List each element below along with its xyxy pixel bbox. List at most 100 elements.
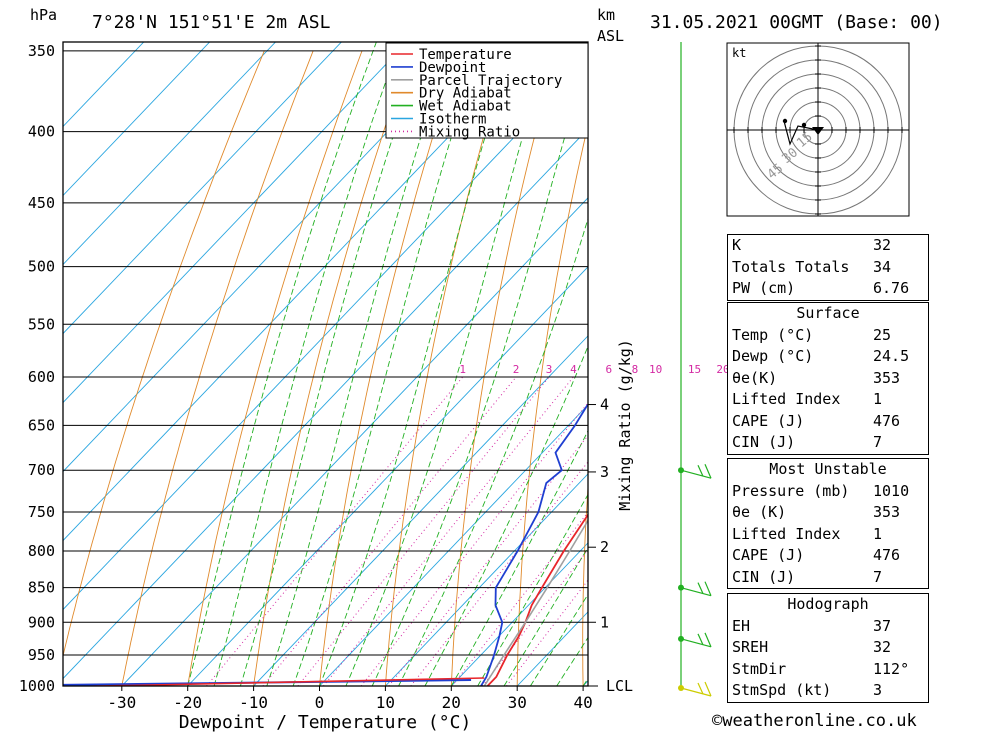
row-value: 3 [873, 681, 883, 699]
mixing-ratio-line [451, 511, 588, 686]
km-tick-label: 2 [600, 538, 609, 556]
x-axis-label: Dewpoint / Temperature (°C) [179, 712, 472, 733]
row-value: 1 [873, 390, 883, 408]
isotherm-line [319, 404, 588, 686]
dry-adiabat-line [582, 480, 588, 686]
table-row: K 32 [728, 235, 928, 257]
legend-label: Mixing Ratio [419, 124, 520, 140]
row-label: Temp (°C) [732, 325, 814, 344]
x-tick-label: -10 [239, 693, 268, 712]
dry-adiabat-line [121, 50, 314, 686]
wet-adiabat-line [371, 51, 588, 686]
row-value: 34 [873, 257, 892, 276]
dry-adiabat-line [450, 50, 558, 686]
row-label: θe(K) [732, 368, 778, 387]
series-line-dewpoint [480, 403, 588, 686]
mixing-ratio-line [360, 402, 588, 686]
storm-motion-marker [812, 127, 824, 135]
legend-label: Dewpoint [419, 60, 486, 76]
wind-barb-shaft [680, 587, 712, 597]
isotherm-line [63, 42, 408, 404]
table-row: PW (cm) 6.76 [728, 278, 928, 300]
mixing-ratio-label: 4 [570, 363, 577, 376]
row-label: CIN (J) [732, 567, 796, 586]
row-value: 1 [873, 524, 883, 543]
dry-adiabat-line [187, 50, 363, 686]
wet-adiabat-line [477, 493, 588, 686]
wet-adiabat-line [345, 42, 551, 686]
hodograph-point [782, 118, 788, 124]
x-tick-label: 10 [376, 693, 395, 712]
pressure-tick-label: 600 [28, 368, 55, 386]
isotherm-line [63, 42, 277, 266]
x-tick-label: -20 [173, 693, 202, 712]
x-tick-label: 30 [508, 693, 527, 712]
table-row: Totals Totals 34 [728, 257, 928, 279]
plot-frame [62, 41, 589, 687]
table-row: CAPE (J) 476 [728, 411, 928, 433]
dry-adiabat-line [937, 51, 978, 686]
row-value: 476 [873, 411, 901, 430]
mixing-ratio-label: 1 [459, 363, 466, 376]
row-value: 353 [873, 368, 901, 387]
row-label: Lifted Index [732, 524, 841, 543]
mixing-ratio-line [506, 579, 588, 686]
wind-barb-shaft [680, 638, 712, 648]
row-value: 6.76 [873, 279, 910, 297]
table-row: StmDir 112° [728, 659, 928, 681]
background-lines [63, 42, 978, 686]
surface-title: Surface [796, 304, 860, 322]
wind-barb-flag [697, 633, 704, 646]
pressure-tick-label: 800 [28, 542, 55, 560]
legend-label: Dry Adiabat [419, 86, 512, 102]
row-label: CAPE (J) [732, 411, 805, 430]
row-label: EH [732, 616, 751, 635]
row-label: StmSpd (kt) [732, 681, 832, 699]
mixing-ratio-line [297, 376, 550, 686]
mixing-ratio-label: 20 [716, 363, 729, 376]
hodograph-trace [783, 120, 819, 146]
pressure-tick-label: 500 [28, 258, 55, 276]
hodograph-table-title: Hodograph [787, 595, 869, 613]
most-unstable-title: Most Unstable [769, 460, 887, 478]
row-value: 32 [873, 638, 892, 656]
row-value: 353 [873, 503, 901, 521]
wind-barb-flag [697, 682, 704, 695]
mixing-ratio-label: 6 [606, 363, 613, 376]
mixing-ratio-label: 3 [546, 363, 553, 376]
footer-credit[interactable]: ©weatheronline.co.uk [712, 711, 917, 731]
wet-adiabat-line [266, 42, 453, 686]
wet-adiabat-line [503, 546, 588, 686]
table-row: SREH 32 [728, 637, 928, 659]
table-row: Lifted Index 1 [728, 524, 928, 546]
x-tick-label: 0 [315, 693, 325, 712]
wet-adiabat-line [450, 429, 588, 686]
wet-adiabat-line [530, 593, 588, 686]
wind-barb-flag [704, 632, 712, 648]
row-value: 37 [873, 616, 892, 635]
table-row: Lifted Index 1 [728, 389, 928, 411]
lcl-label: LCL [606, 677, 633, 695]
wet-adiabat-line [187, 42, 377, 686]
indices-table: K 32 Totals Totals 34 PW (cm) 6.76 [727, 234, 929, 301]
wet-adiabat-line [213, 42, 401, 686]
row-value: 32 [873, 236, 892, 254]
location-title: 7°28'N 151°51'E 2m ASL [92, 12, 331, 33]
row-value: 476 [873, 546, 901, 564]
legend-label: Temperature [419, 47, 512, 63]
wind-barb-shaft [680, 469, 712, 479]
mixing-ratio-line [206, 376, 464, 686]
pressure-unit-label: hPa [30, 6, 57, 24]
hodograph-unit: kt [732, 46, 746, 60]
row-value: 112° [873, 659, 910, 678]
legend-label: Wet Adiabat [419, 99, 512, 115]
table-row: Dewp (°C) 24.5 [728, 346, 928, 368]
table-row: CIN (J) 7 [728, 432, 928, 454]
x-tick-label: -30 [107, 693, 136, 712]
row-value: 25 [873, 325, 892, 344]
row-label: θe (K) [732, 503, 787, 521]
isotherm-line [63, 42, 145, 128]
isotherm-line [450, 542, 588, 686]
row-value: 24.5 [873, 347, 910, 365]
